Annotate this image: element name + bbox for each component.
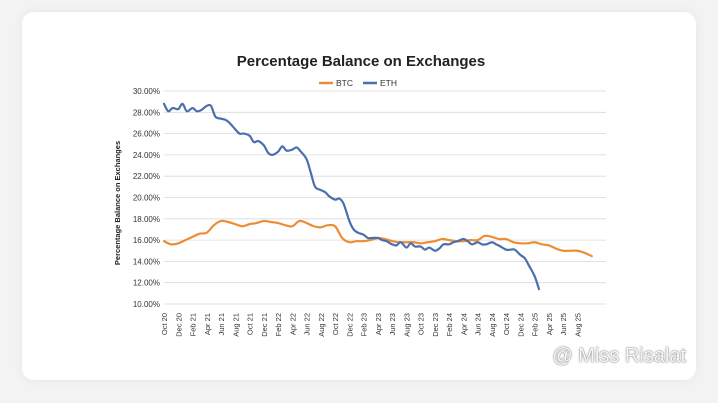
x-axis-tick-labels: Oct 20 Dec 20 Feb 21 Apr 21 Jun 21 Aug 21 Oct … xyxy=(160,313,582,337)
x-tick-label: Feb 22 xyxy=(274,313,283,336)
x-tick-label: Dec 20 xyxy=(174,313,183,337)
y-axis-label: Percentage Balance on Exchanges xyxy=(113,141,122,265)
x-tick-label: Jun 22 xyxy=(303,313,312,336)
x-tick-label: Apr 21 xyxy=(203,313,212,335)
x-tick-label: Oct 21 xyxy=(246,313,255,335)
legend-label-btc: BTC xyxy=(336,78,353,88)
x-tick-label: Dec 23 xyxy=(431,313,440,337)
y-axis-tick-labels: 10.00% 12.00% 14.00% 16.00% 18.00% 20.00% 22.0… xyxy=(133,87,160,309)
chart-title: Percentage Balance on Exchanges xyxy=(237,53,485,70)
x-tick-label: Aug 25 xyxy=(573,313,582,337)
x-tick-label: Dec 21 xyxy=(260,313,269,337)
y-tick-label: 20.00% xyxy=(133,194,160,203)
x-tick-label: Oct 20 xyxy=(160,313,169,335)
x-tick-label: Jun 21 xyxy=(217,313,226,336)
y-tick-label: 22.00% xyxy=(133,172,160,181)
y-tick-label: 10.00% xyxy=(133,300,160,309)
x-tick-label: Oct 23 xyxy=(417,313,426,335)
y-tick-label: 14.00% xyxy=(133,257,160,266)
series-line-eth xyxy=(162,102,541,291)
chart-card: Percentage Balance on Exchanges BTC ETH … xyxy=(22,12,696,380)
watermark-text: @ Miss Risalat xyxy=(552,345,686,367)
x-tick-label: Jun 24 xyxy=(474,313,483,336)
watermark: @ Miss Risalat xyxy=(526,345,686,368)
x-tick-label: Apr 22 xyxy=(288,313,297,335)
x-tick-label: Feb 25 xyxy=(531,313,540,336)
y-tick-label: 26.00% xyxy=(133,130,160,139)
y-tick-label: 12.00% xyxy=(133,279,160,288)
x-tick-label: Aug 24 xyxy=(488,313,497,337)
x-tick-label: Apr 24 xyxy=(459,313,468,335)
y-tick-label: 18.00% xyxy=(133,215,160,224)
x-tick-label: Feb 24 xyxy=(445,313,454,336)
x-tick-label: Aug 23 xyxy=(402,313,411,337)
x-tick-label: Feb 21 xyxy=(189,313,198,336)
legend-label-eth: ETH xyxy=(380,78,397,88)
x-tick-label: Aug 21 xyxy=(231,313,240,337)
line-chart: Percentage Balance on Exchanges BTC ETH … xyxy=(113,53,606,337)
y-tick-label: 16.00% xyxy=(133,236,160,245)
x-tick-label: Aug 22 xyxy=(317,313,326,337)
x-tick-label: Dec 22 xyxy=(345,313,354,337)
diamond-logo-icon xyxy=(526,346,547,367)
x-tick-label: Apr 23 xyxy=(374,313,383,335)
x-tick-label: Apr 25 xyxy=(545,313,554,335)
y-tick-label: 30.00% xyxy=(133,87,160,96)
x-tick-label: Feb 23 xyxy=(360,313,369,336)
x-tick-label: Oct 22 xyxy=(331,313,340,335)
series-layer xyxy=(162,102,593,291)
x-tick-label: Jun 23 xyxy=(388,313,397,336)
y-tick-label: 28.00% xyxy=(133,108,160,117)
x-tick-label: Dec 24 xyxy=(516,313,525,337)
x-tick-label: Oct 24 xyxy=(502,313,511,335)
x-tick-label: Jun 25 xyxy=(559,313,568,336)
legend: BTC ETH xyxy=(319,78,397,88)
y-tick-label: 24.00% xyxy=(133,151,160,160)
